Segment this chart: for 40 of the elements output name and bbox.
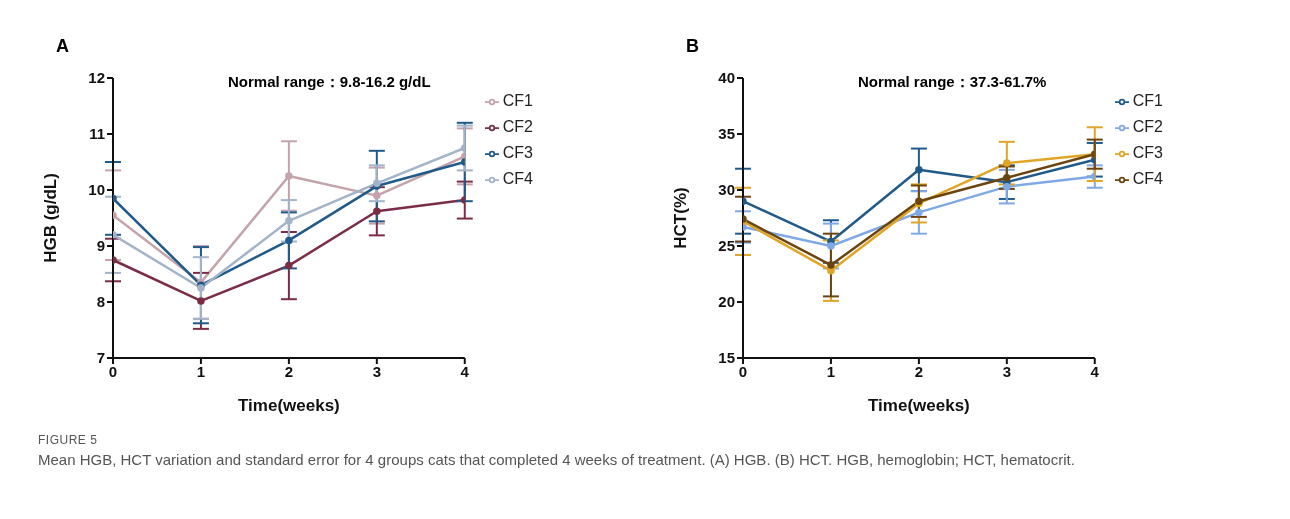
x-axis-title: Time(weeks) <box>868 396 970 415</box>
legend-label: CF3 <box>1132 144 1163 161</box>
x-tick-label: 2 <box>914 362 924 380</box>
legend-label: CF1 <box>502 92 533 109</box>
legend-label: CF4 <box>1132 170 1163 187</box>
legend-label: CF3 <box>502 144 533 161</box>
x-tick-label: 4 <box>1090 362 1100 380</box>
annotation: Normal range：37.3-61.7% <box>858 73 1047 92</box>
chart-title: B <box>686 36 699 57</box>
y-axis-title: HCT(%) <box>671 187 691 249</box>
y-tick-label: 10 <box>88 181 105 199</box>
caption: FIGURE 5 <box>38 433 99 447</box>
text: Mean HGB, HCT variation and standard error for 4 groups cats that completed 4 weeks of treatment. (A) HGB. (B) HCT. HGB, hemoglobin; HCT, hematocrit. <box>38 451 1076 468</box>
x-tick-label: 2 <box>284 362 294 380</box>
x-tick-label: 1 <box>196 362 206 380</box>
legend-label: CF4 <box>502 170 533 187</box>
y-tick-label: 15 <box>718 349 735 367</box>
chart-title: A <box>56 36 69 57</box>
x-tick-label: 0 <box>738 362 748 380</box>
x-tick-label: 3 <box>372 362 381 380</box>
y-tick-label: 35 <box>718 125 735 143</box>
y-tick-label: 9 <box>96 237 105 255</box>
y-axis-title: HGB (g/dL) <box>41 173 61 263</box>
y-tick-label: 7 <box>96 349 105 367</box>
y-tick-label: 12 <box>88 69 105 87</box>
x-tick-label: 3 <box>1002 362 1011 380</box>
y-tick-label: 11 <box>89 125 105 143</box>
legend-label: CF1 <box>1132 92 1163 109</box>
y-tick-label: 30 <box>718 181 735 199</box>
y-tick-label: 8 <box>96 293 105 311</box>
y-tick-label: 40 <box>718 69 735 87</box>
x-axis-title: Time(weeks) <box>238 396 340 415</box>
y-tick-label: 25 <box>718 237 735 255</box>
annotation: Normal range：9.8-16.2 g/dL <box>228 73 431 92</box>
x-tick-label: 0 <box>108 362 118 380</box>
x-tick-label: 1 <box>826 362 836 380</box>
y-tick-label: 20 <box>718 293 735 311</box>
legend-label: CF2 <box>502 118 533 135</box>
legend-label: CF2 <box>1132 118 1163 135</box>
x-tick-label: 4 <box>460 362 470 380</box>
